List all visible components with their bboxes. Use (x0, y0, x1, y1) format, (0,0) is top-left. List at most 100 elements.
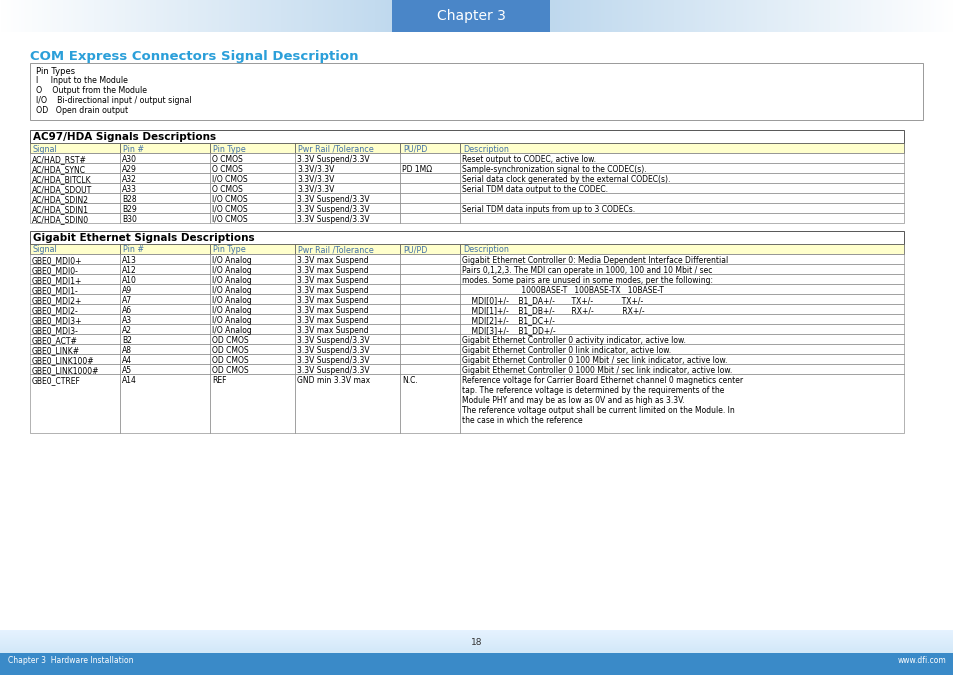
Text: I/O Analog: I/O Analog (212, 276, 252, 285)
Text: Pwr Rail /Tolerance: Pwr Rail /Tolerance (297, 246, 374, 254)
Text: Reset output to CODEC, active low.: Reset output to CODEC, active low. (461, 155, 596, 164)
Bar (294, 163, 399, 173)
Bar (210, 344, 294, 354)
Bar (210, 163, 294, 173)
Text: Gigabit Ethernet Controller 0 activity indicator, active low.: Gigabit Ethernet Controller 0 activity i… (461, 336, 685, 345)
Bar (30, 153, 120, 163)
Text: I/O Analog: I/O Analog (212, 326, 252, 335)
Text: 18: 18 (471, 638, 482, 647)
Bar (30, 344, 120, 354)
Bar (459, 364, 903, 374)
Text: GBE0_LINK1000#: GBE0_LINK1000# (32, 366, 99, 375)
Text: A6: A6 (122, 306, 132, 315)
Bar (459, 294, 903, 304)
Bar (459, 143, 903, 153)
Bar (399, 143, 459, 153)
Text: Signal: Signal (33, 246, 58, 254)
Bar (399, 304, 459, 314)
Bar (30, 183, 120, 193)
Bar (120, 374, 210, 433)
Text: GND min 3.3V max: GND min 3.3V max (296, 376, 370, 385)
Bar (459, 284, 903, 294)
Text: modes. Some pairs are unused in some modes, per the following:: modes. Some pairs are unused in some mod… (461, 276, 712, 285)
Bar (30, 173, 120, 183)
Text: www.dfi.com: www.dfi.com (897, 656, 945, 665)
Bar (399, 334, 459, 344)
Bar (210, 294, 294, 304)
Text: B30: B30 (122, 215, 136, 224)
Text: 3.3V Suspend/3.3V: 3.3V Suspend/3.3V (296, 356, 369, 365)
Text: A9: A9 (122, 286, 132, 295)
Bar (30, 364, 120, 374)
Text: GBE0_MDI1-: GBE0_MDI1- (32, 286, 79, 295)
Bar (210, 324, 294, 334)
Text: 3.3V/3.3V: 3.3V/3.3V (296, 185, 334, 194)
Bar (210, 264, 294, 274)
Text: 3.3V max Suspend: 3.3V max Suspend (296, 266, 368, 275)
Text: PU/PD: PU/PD (402, 246, 427, 254)
Bar (210, 284, 294, 294)
Bar (294, 284, 399, 294)
Text: Serial data clock generated by the external CODEC(s).: Serial data clock generated by the exter… (461, 175, 670, 184)
Text: O CMOS: O CMOS (212, 165, 242, 174)
Bar (294, 244, 399, 254)
Text: 3.3V Suspend/3.3V: 3.3V Suspend/3.3V (296, 195, 369, 204)
Text: B2: B2 (122, 336, 132, 345)
Bar (459, 324, 903, 334)
Bar (459, 344, 903, 354)
Bar (120, 183, 210, 193)
Text: N.C.: N.C. (401, 376, 417, 385)
Bar (294, 213, 399, 223)
Text: Gigabit Ethernet Signals Descriptions: Gigabit Ethernet Signals Descriptions (33, 233, 254, 243)
Text: 3.3V max Suspend: 3.3V max Suspend (296, 326, 368, 335)
Text: GBE0_MDI1+: GBE0_MDI1+ (32, 276, 82, 285)
Bar (399, 254, 459, 264)
Bar (120, 163, 210, 173)
Bar (294, 173, 399, 183)
Bar (459, 173, 903, 183)
Bar (30, 354, 120, 364)
Bar (459, 193, 903, 203)
Bar (210, 173, 294, 183)
Bar (399, 314, 459, 324)
Text: GBE0_LINK#: GBE0_LINK# (32, 346, 80, 355)
Bar (30, 244, 120, 254)
Text: the case in which the reference: the case in which the reference (461, 416, 582, 425)
Text: 3.3V max Suspend: 3.3V max Suspend (296, 286, 368, 295)
Bar (399, 284, 459, 294)
Bar (210, 254, 294, 264)
Text: Description: Description (462, 144, 508, 153)
Text: Serial TDM data inputs from up to 3 CODECs.: Serial TDM data inputs from up to 3 CODE… (461, 205, 635, 214)
Text: GBE0_CTREF: GBE0_CTREF (32, 376, 81, 385)
Text: A10: A10 (122, 276, 136, 285)
Text: I/O    Bi-directional input / output signal: I/O Bi-directional input / output signal (36, 96, 192, 105)
Bar (399, 163, 459, 173)
Bar (210, 213, 294, 223)
Bar (399, 264, 459, 274)
Text: Pairs 0,1,2,3. The MDI can operate in 1000, 100 and 10 Mbit / sec: Pairs 0,1,2,3. The MDI can operate in 10… (461, 266, 712, 275)
Bar (459, 274, 903, 284)
Text: AC/HDA_SDOUT: AC/HDA_SDOUT (32, 185, 92, 194)
Text: A8: A8 (122, 346, 132, 355)
Bar (459, 264, 903, 274)
Text: B29: B29 (122, 205, 136, 214)
Bar (459, 254, 903, 264)
Text: I/O CMOS: I/O CMOS (212, 175, 248, 184)
Text: OD CMOS: OD CMOS (212, 356, 249, 365)
Bar (120, 274, 210, 284)
Bar (210, 314, 294, 324)
Bar (30, 334, 120, 344)
Text: I/O CMOS: I/O CMOS (212, 195, 248, 204)
Bar (30, 264, 120, 274)
Bar (120, 284, 210, 294)
Bar (399, 213, 459, 223)
Text: OD CMOS: OD CMOS (212, 346, 249, 355)
Bar (120, 143, 210, 153)
Text: Chapter 3  Hardware Installation: Chapter 3 Hardware Installation (8, 656, 133, 665)
Text: Sample-synchronization signal to the CODEC(s).: Sample-synchronization signal to the COD… (461, 165, 646, 174)
Text: A33: A33 (122, 185, 137, 194)
Bar (120, 193, 210, 203)
Bar (210, 374, 294, 433)
Bar (120, 254, 210, 264)
Bar (399, 364, 459, 374)
